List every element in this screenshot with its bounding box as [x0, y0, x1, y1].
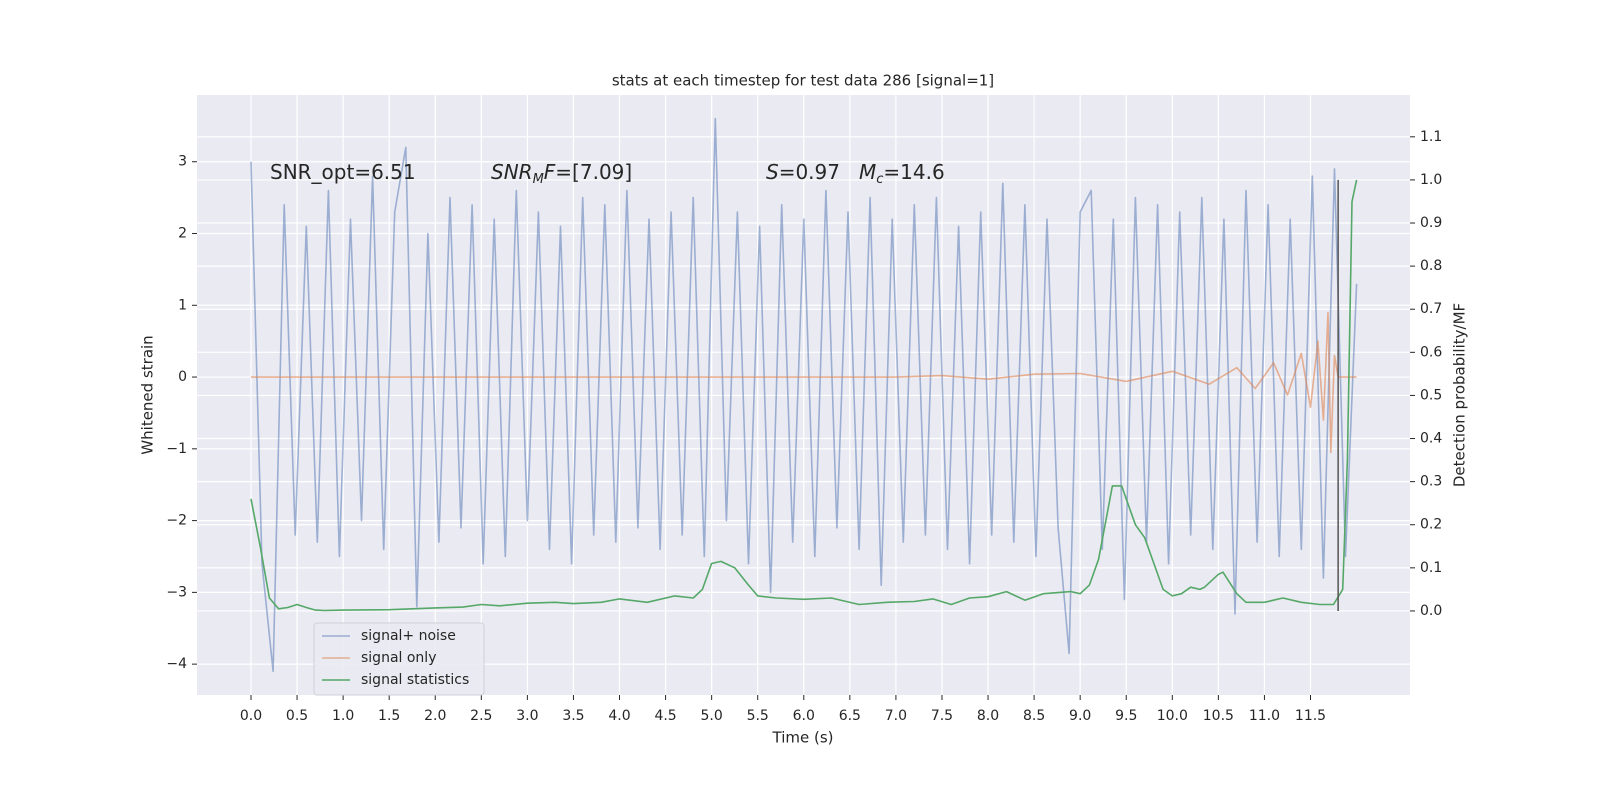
y2-tick-label: 0.6: [1420, 344, 1442, 360]
annotation-part: SNR_opt=6.51: [270, 160, 416, 184]
x-tick-label: 11.0: [1249, 708, 1280, 724]
y-tick-label: −1: [166, 441, 187, 457]
x-tick-label: 7.5: [931, 708, 953, 724]
legend-label: signal+ noise: [361, 628, 456, 644]
x-tick-label: 4.5: [654, 708, 676, 724]
y2-tick-label: 0.3: [1420, 474, 1442, 490]
y-tick-label: 0: [178, 369, 187, 385]
x-tick-label: 6.5: [839, 708, 861, 724]
x-tick-label: 1.5: [378, 708, 400, 724]
legend-label: signal statistics: [361, 672, 469, 688]
y2-tick-label: 0.5: [1420, 387, 1442, 403]
legend-label: signal only: [361, 650, 436, 666]
data-line: [251, 311, 1357, 454]
annotation-part: F: [544, 160, 556, 184]
x-tick-label: 2.0: [424, 708, 446, 724]
x-tick-label: 5.0: [701, 708, 723, 724]
y2-tick-label: 0.7: [1420, 301, 1442, 317]
y2-tick-label: 0.0: [1420, 603, 1442, 619]
y2-tick-label: 0.4: [1420, 431, 1442, 447]
x-tick-label: 3.5: [562, 708, 584, 724]
x-tick-label: 0.5: [286, 708, 308, 724]
x-tick-label: 8.5: [1023, 708, 1045, 724]
x-tick-label: 10.0: [1157, 708, 1188, 724]
x-tick-label: 11.5: [1295, 708, 1326, 724]
annotation-part: S: [766, 160, 779, 184]
legend: signal+ noise signal only signal statistic…: [313, 622, 485, 696]
y2-tick-label: 0.9: [1420, 215, 1442, 231]
y-tick-label: −4: [166, 656, 187, 672]
x-tick-label: 5.5: [747, 708, 769, 724]
data-line: [250, 179, 1358, 612]
x-axis-label: Time (s): [772, 729, 834, 747]
chart-title: stats at each timestep for test data 286…: [612, 72, 994, 90]
annotation: SNR_opt=6.51: [270, 160, 416, 184]
y-axis-label: Whitened strain: [139, 335, 157, 454]
x-tick-label: 4.0: [608, 708, 630, 724]
y2-tick-label: 0.2: [1420, 517, 1442, 533]
annotation: SNRMF=[7.09]: [491, 160, 632, 187]
x-tick-label: 9.5: [1115, 708, 1137, 724]
x-tick-label: 6.0: [793, 708, 815, 724]
annotation: S=0.97: [766, 160, 840, 184]
x-tick-label: 2.5: [470, 708, 492, 724]
annotation: Mc=14.6: [859, 160, 945, 187]
y-tick-label: −2: [166, 513, 187, 529]
x-tick-label: 1.0: [332, 708, 354, 724]
y2-tick-label: 0.1: [1420, 560, 1442, 576]
y-tick-label: 1: [178, 297, 187, 313]
y2-axis-label: Detection probability/MF: [1451, 303, 1469, 487]
x-tick-label: 3.0: [516, 708, 538, 724]
plot-area: [197, 95, 1410, 695]
x-tick-label: 8.0: [977, 708, 999, 724]
y2-tick-label: 1.0: [1420, 172, 1442, 188]
annotation-part: =0.97: [779, 160, 840, 184]
y-tick-label: 2: [178, 226, 187, 242]
data-line: [250, 117, 1358, 673]
legend-box: [313, 622, 485, 696]
y2-tick-label: 1.1: [1420, 129, 1442, 145]
y2-tick-label: 0.8: [1420, 258, 1442, 274]
x-tick-label: 9.0: [1069, 708, 1091, 724]
annotation-part: M: [859, 160, 876, 184]
annotation-part: SNR: [491, 160, 533, 184]
x-tick-label: 0.0: [240, 708, 262, 724]
y-tick-label: −3: [166, 584, 187, 600]
x-tick-label: 7.0: [885, 708, 907, 724]
x-tick-label: 10.5: [1203, 708, 1234, 724]
annotation-part: c: [876, 172, 883, 187]
annotation-part: =14.6: [883, 160, 944, 184]
annotation-part: =[7.09]: [555, 160, 632, 184]
y-tick-label: 3: [178, 154, 187, 170]
annotation-part: M: [533, 172, 544, 187]
